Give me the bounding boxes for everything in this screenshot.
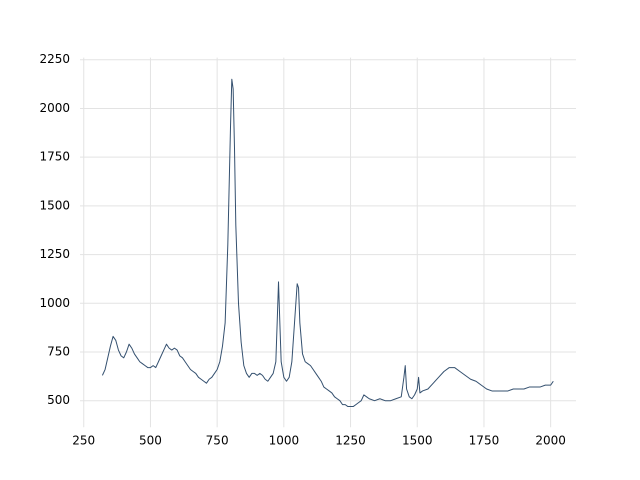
x-tick-label: 1000: [269, 434, 300, 448]
y-tick-label: 1000: [39, 296, 70, 310]
x-tick-label: 750: [206, 434, 229, 448]
x-tick-label: 500: [139, 434, 162, 448]
x-tick-label: 2000: [535, 434, 566, 448]
y-tick-label: 750: [47, 344, 70, 358]
y-tick-label: 1500: [39, 198, 70, 212]
x-tick-label: 1250: [335, 434, 366, 448]
x-tick-label: 1750: [469, 434, 500, 448]
y-tick-label: 1750: [39, 150, 70, 164]
y-tick-label: 2000: [39, 101, 70, 115]
data-line: [101, 78, 554, 408]
x-tick-label: 250: [72, 434, 95, 448]
y-tick-label: 500: [47, 393, 70, 407]
y-tick-label: 2250: [39, 52, 70, 66]
y-tick-label: 1250: [39, 247, 70, 261]
x-tick-label: 1500: [402, 434, 433, 448]
